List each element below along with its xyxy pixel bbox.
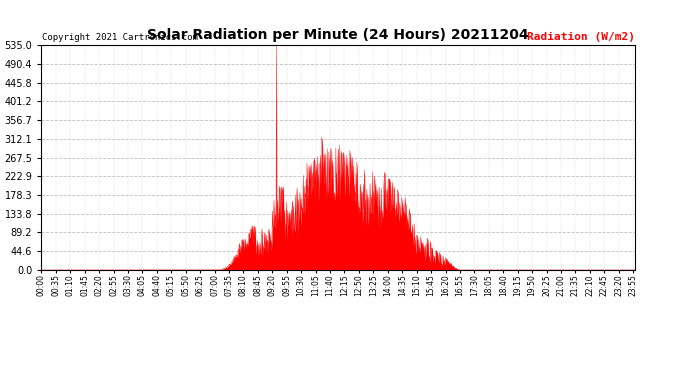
Title: Solar Radiation per Minute (24 Hours) 20211204: Solar Radiation per Minute (24 Hours) 20… bbox=[147, 28, 529, 42]
Text: Copyright 2021 Cartronics.com: Copyright 2021 Cartronics.com bbox=[42, 33, 198, 42]
Text: Radiation (W/m2): Radiation (W/m2) bbox=[526, 32, 635, 42]
